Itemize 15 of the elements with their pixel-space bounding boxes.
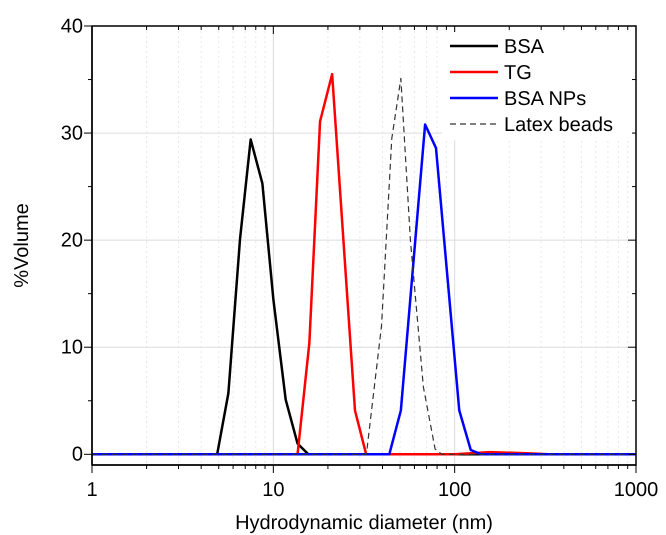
y-tick-label: 30 (60, 122, 83, 144)
y-axis-title: %Volume (11, 203, 33, 288)
y-tick-label: 0 (72, 444, 83, 466)
y-tick-label: 10 (60, 336, 83, 359)
x-tick-label: 1000 (614, 479, 658, 501)
legend-label: BSA NPs (504, 88, 586, 110)
x-tick-label: 100 (438, 479, 472, 501)
y-tick-label: 20 (60, 230, 83, 252)
legend-label: TG (504, 62, 532, 84)
x-tick-label: 1 (86, 479, 98, 501)
x-tick-label: 10 (262, 479, 284, 501)
legend-label: BSA (504, 36, 545, 58)
y-tick-label: 40 (60, 15, 83, 38)
x-axis-title: Hydrodynamic diameter (nm) (235, 512, 493, 534)
legend-label: Latex beads (504, 114, 613, 136)
